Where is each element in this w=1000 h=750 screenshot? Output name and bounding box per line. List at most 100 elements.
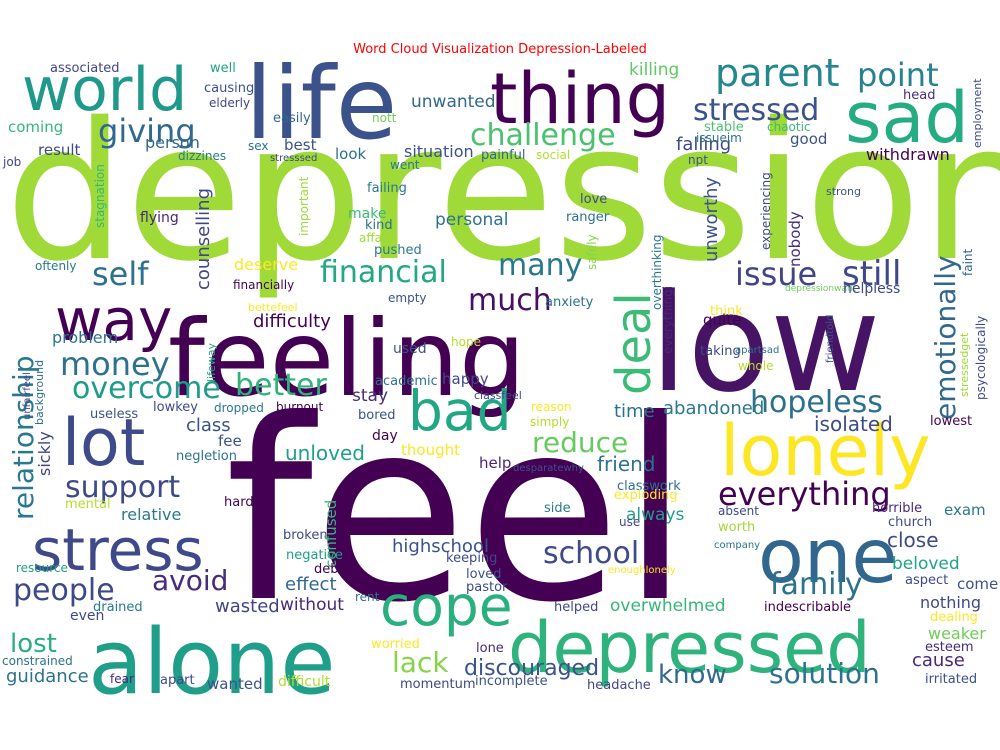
word-church: church bbox=[888, 515, 932, 530]
word-world: world bbox=[22, 55, 187, 125]
word-deserve: deserve bbox=[234, 255, 298, 274]
word-financially: financially bbox=[233, 278, 294, 292]
word-exam: exam bbox=[944, 501, 986, 519]
word-overwhelmed: overwhelmed bbox=[610, 596, 726, 616]
word-nott: nott bbox=[372, 111, 397, 125]
word-emotionally: emotionally bbox=[929, 255, 962, 420]
word-hope: hope bbox=[451, 335, 481, 349]
word-dropped: dropped bbox=[214, 401, 264, 415]
word-depressionwant: depressionwant bbox=[785, 284, 857, 294]
word-friendtold: friendtold bbox=[825, 315, 836, 363]
word-pushed: pushed bbox=[374, 243, 422, 258]
word-classwork: classwork bbox=[617, 479, 681, 494]
word-lifeway: lifeway bbox=[205, 343, 218, 382]
word-employment: employment bbox=[971, 78, 984, 148]
word-went: went bbox=[390, 158, 420, 172]
word-company: company bbox=[714, 540, 760, 551]
word-bad: bad bbox=[408, 379, 512, 443]
word-depression: depression bbox=[5, 82, 1000, 303]
word-sad: sad bbox=[845, 77, 969, 159]
word-stresssed: stresssed bbox=[270, 153, 317, 164]
word-incomplete: incomplete bbox=[475, 674, 548, 689]
word-drained: drained bbox=[93, 600, 143, 615]
word-experiencing: experiencing bbox=[759, 172, 773, 250]
word-headache: headache bbox=[587, 678, 651, 693]
word-person: person bbox=[145, 133, 200, 152]
word-unfairfeel: unfairfeel bbox=[22, 372, 33, 420]
word-way: way bbox=[55, 286, 172, 354]
chart-title: Word Cloud Visualization Depression-Labe… bbox=[353, 42, 647, 57]
word-fear: fear bbox=[110, 672, 134, 686]
word-people: people bbox=[13, 573, 115, 608]
word-absent: absent bbox=[718, 504, 759, 518]
word-self: self bbox=[92, 255, 149, 293]
word-many: many bbox=[498, 248, 582, 283]
word-anxiety: anxiety bbox=[545, 295, 594, 310]
word-taking: taking bbox=[700, 344, 741, 359]
word-issueim: issueim bbox=[696, 131, 742, 145]
word-desparatewhy: desparatewhy bbox=[513, 463, 584, 474]
word-strong: strong bbox=[826, 185, 861, 198]
word-beloved: beloved bbox=[892, 554, 960, 574]
word-look: look bbox=[335, 145, 367, 163]
word-flying: flying bbox=[140, 210, 179, 226]
word-classfeel: classfeel bbox=[474, 389, 522, 402]
word-fee: fee bbox=[218, 432, 242, 450]
word-personal: personal bbox=[435, 210, 508, 230]
word-guidance: guidance bbox=[6, 666, 89, 687]
word-simply: simply bbox=[530, 415, 569, 429]
word-bettefeel: bettefeel bbox=[248, 301, 298, 314]
word-problem: problem bbox=[52, 328, 118, 347]
word-reduce: reduce bbox=[532, 426, 628, 459]
word-money: money bbox=[60, 345, 170, 383]
word-indescribable: indescribable bbox=[764, 600, 851, 615]
word-deal: deal bbox=[606, 292, 662, 395]
word-oftenly: oftenly bbox=[35, 259, 76, 273]
word-isolated: isolated bbox=[814, 412, 893, 436]
word-class: class bbox=[186, 415, 231, 436]
word-psycologically: psycologically bbox=[974, 316, 988, 400]
word-life: life bbox=[245, 45, 397, 162]
word-effect: effect bbox=[285, 574, 337, 595]
word-useless: useless bbox=[90, 407, 138, 422]
word-nobody: nobody bbox=[786, 211, 804, 267]
word-relative: relative bbox=[121, 505, 181, 524]
word-even: even bbox=[70, 608, 104, 624]
word-lone: lone bbox=[476, 641, 504, 656]
word-apart: apart bbox=[160, 673, 195, 688]
word-always: always bbox=[626, 505, 685, 525]
word-everything: everything bbox=[718, 475, 891, 513]
word-time: time bbox=[614, 401, 655, 422]
word-relationship: relationship bbox=[7, 355, 40, 520]
word-quite: quite bbox=[703, 311, 741, 329]
word-ranger: ranger bbox=[566, 210, 610, 225]
word-chaotic: chaotic bbox=[767, 120, 811, 134]
word-bored: bored bbox=[358, 408, 396, 423]
word-feel: feel bbox=[225, 366, 690, 657]
word-worried: worried bbox=[371, 637, 420, 652]
word-nothing: nothing bbox=[920, 593, 981, 612]
word-discouraged: discouraged bbox=[464, 656, 599, 681]
word-situation: situation bbox=[404, 142, 474, 161]
word-everythingi: everythingi bbox=[661, 286, 675, 354]
word-debtsi: debtsi bbox=[314, 562, 354, 577]
word-used: used bbox=[393, 341, 427, 357]
word-friend: friend bbox=[597, 452, 656, 476]
word-stressedget: stressedget bbox=[958, 332, 971, 397]
word-lost: lost bbox=[10, 629, 57, 659]
word-overthinking: overthinking bbox=[650, 234, 664, 310]
word-best: best bbox=[284, 136, 317, 154]
word-alone: alone bbox=[88, 610, 336, 715]
word-good: good bbox=[790, 130, 827, 148]
word-unwanted: unwanted bbox=[411, 92, 496, 112]
word-academic: academic bbox=[375, 374, 438, 389]
word-cope: cope bbox=[380, 574, 513, 638]
word-worth: worth bbox=[718, 520, 755, 535]
word-sickly: sickly bbox=[35, 431, 54, 476]
word-faint: faint bbox=[961, 248, 975, 276]
word-hard: hard bbox=[224, 495, 254, 510]
word-wasted: wasted bbox=[215, 596, 280, 617]
word-unloved: unloved bbox=[285, 441, 365, 465]
word-abandoned: abandoned bbox=[663, 398, 764, 419]
